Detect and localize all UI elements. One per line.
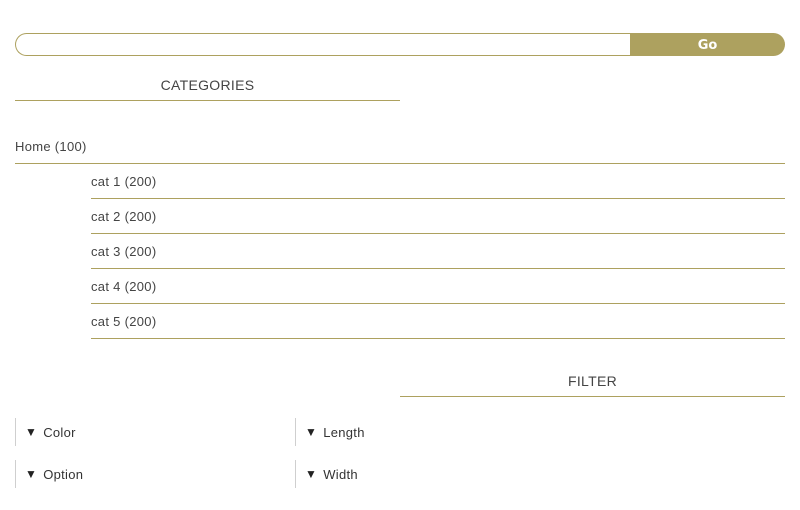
- filter-label: Color: [43, 424, 76, 440]
- filter-label: Length: [323, 424, 365, 440]
- category-item[interactable]: cat 4 (200): [91, 269, 785, 304]
- category-label: cat 4 (200): [91, 279, 157, 294]
- triangle-down-icon: ▼: [305, 425, 318, 439]
- category-label: cat 2 (200): [91, 209, 157, 224]
- filter-heading: FILTER: [400, 373, 785, 397]
- filter-option[interactable]: ▼ Option: [15, 460, 83, 488]
- category-label: cat 1 (200): [91, 174, 157, 189]
- search-form: Go: [15, 33, 785, 56]
- search-input[interactable]: [15, 33, 630, 56]
- category-item[interactable]: cat 5 (200): [91, 304, 785, 339]
- filter-label: Width: [323, 466, 358, 482]
- filter-length[interactable]: ▼ Length: [295, 418, 365, 446]
- go-button[interactable]: Go: [630, 33, 785, 56]
- category-label: cat 5 (200): [91, 314, 157, 329]
- triangle-down-icon: ▼: [25, 425, 38, 439]
- category-item-home[interactable]: Home (100): [15, 129, 785, 164]
- triangle-down-icon: ▼: [25, 467, 38, 481]
- triangle-down-icon: ▼: [305, 467, 318, 481]
- filter-label: Option: [43, 466, 84, 482]
- category-label: Home (100): [15, 139, 87, 154]
- categories-heading: CATEGORIES: [15, 77, 400, 101]
- category-item[interactable]: cat 1 (200): [91, 164, 785, 199]
- category-item[interactable]: cat 2 (200): [91, 199, 785, 234]
- category-item[interactable]: cat 3 (200): [91, 234, 785, 269]
- filter-width[interactable]: ▼ Width: [295, 460, 358, 488]
- category-label: cat 3 (200): [91, 244, 157, 259]
- filter-color[interactable]: ▼ Color: [15, 418, 76, 446]
